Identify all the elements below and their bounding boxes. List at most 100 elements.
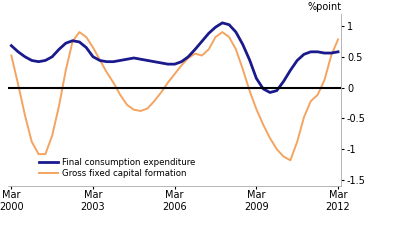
Gross fixed capital formation (186, 57, 191, 59)
Gross fixed capital formation (159, 91, 164, 94)
Final consumption expenditure (29, 59, 34, 62)
Gross fixed capital formation (335, 38, 340, 41)
Gross fixed capital formation (302, 116, 306, 118)
Gross fixed capital formation (213, 36, 218, 38)
Final consumption expenditure (97, 59, 102, 62)
Final consumption expenditure (281, 80, 286, 83)
Gross fixed capital formation (315, 94, 320, 96)
Gross fixed capital formation (261, 123, 266, 126)
Final consumption expenditure (247, 59, 252, 61)
Gross fixed capital formation (206, 48, 211, 51)
Final consumption expenditure (64, 42, 68, 44)
Final consumption expenditure (274, 89, 279, 92)
Gross fixed capital formation (57, 105, 62, 107)
Gross fixed capital formation (281, 155, 286, 158)
Final consumption expenditure (43, 59, 48, 62)
Final consumption expenditure (302, 53, 306, 56)
Final consumption expenditure (166, 63, 170, 66)
Gross fixed capital formation (125, 104, 129, 106)
Gross fixed capital formation (220, 31, 225, 33)
Gross fixed capital formation (233, 48, 238, 51)
Gross fixed capital formation (97, 59, 102, 61)
Final consumption expenditure (261, 87, 266, 90)
Gross fixed capital formation (274, 148, 279, 151)
Final consumption expenditure (295, 59, 300, 62)
Final consumption expenditure (329, 52, 333, 54)
Gross fixed capital formation (43, 153, 48, 155)
Gross fixed capital formation (322, 79, 327, 81)
Gross fixed capital formation (179, 64, 184, 67)
Final consumption expenditure (23, 55, 27, 58)
Gross fixed capital formation (295, 141, 300, 143)
Final consumption expenditure (104, 60, 109, 63)
Final consumption expenditure (145, 59, 150, 62)
Gross fixed capital formation (118, 94, 123, 96)
Final consumption expenditure (91, 55, 95, 58)
Gross fixed capital formation (166, 81, 170, 84)
Final consumption expenditure (254, 77, 259, 80)
Gross fixed capital formation (77, 31, 82, 33)
Gross fixed capital formation (70, 40, 75, 43)
Final consumption expenditure (268, 91, 272, 94)
Gross fixed capital formation (111, 81, 116, 84)
Final consumption expenditure (179, 60, 184, 63)
Final consumption expenditure (111, 60, 116, 63)
Gross fixed capital formation (23, 114, 27, 117)
Gross fixed capital formation (29, 141, 34, 143)
Final consumption expenditure (70, 39, 75, 42)
Gross fixed capital formation (131, 108, 136, 111)
Final consumption expenditure (206, 32, 211, 35)
Gross fixed capital formation (84, 36, 89, 38)
Gross fixed capital formation (16, 83, 21, 86)
Final consumption expenditure (16, 50, 21, 53)
Gross fixed capital formation (193, 52, 197, 55)
Final consumption expenditure (84, 46, 89, 49)
Gross fixed capital formation (268, 137, 272, 139)
Final consumption expenditure (57, 48, 62, 51)
Final consumption expenditure (288, 69, 293, 72)
Gross fixed capital formation (145, 107, 150, 110)
Text: %point: %point (307, 2, 341, 12)
Gross fixed capital formation (288, 159, 293, 162)
Final consumption expenditure (308, 50, 313, 53)
Gross fixed capital formation (308, 100, 313, 102)
Gross fixed capital formation (254, 108, 259, 111)
Final consumption expenditure (186, 55, 191, 58)
Line: Final consumption expenditure: Final consumption expenditure (12, 23, 338, 92)
Final consumption expenditure (50, 55, 54, 58)
Final consumption expenditure (138, 58, 143, 61)
Gross fixed capital formation (227, 36, 231, 38)
Gross fixed capital formation (36, 153, 41, 155)
Final consumption expenditure (36, 60, 41, 63)
Final consumption expenditure (322, 52, 327, 54)
Gross fixed capital formation (104, 71, 109, 74)
Gross fixed capital formation (9, 54, 14, 57)
Gross fixed capital formation (138, 110, 143, 112)
Gross fixed capital formation (152, 100, 157, 102)
Final consumption expenditure (233, 31, 238, 33)
Gross fixed capital formation (91, 46, 95, 49)
Gross fixed capital formation (200, 54, 204, 57)
Final consumption expenditure (220, 22, 225, 24)
Final consumption expenditure (125, 58, 129, 61)
Final consumption expenditure (213, 26, 218, 29)
Legend: Final consumption expenditure, Gross fixed capital formation: Final consumption expenditure, Gross fix… (39, 158, 196, 178)
Final consumption expenditure (227, 23, 231, 26)
Final consumption expenditure (118, 59, 123, 62)
Gross fixed capital formation (64, 69, 68, 72)
Final consumption expenditure (77, 41, 82, 43)
Final consumption expenditure (172, 63, 177, 66)
Gross fixed capital formation (247, 89, 252, 92)
Gross fixed capital formation (240, 68, 245, 70)
Line: Gross fixed capital formation: Gross fixed capital formation (12, 32, 338, 160)
Gross fixed capital formation (172, 73, 177, 75)
Final consumption expenditure (131, 57, 136, 59)
Gross fixed capital formation (50, 134, 54, 137)
Final consumption expenditure (9, 44, 14, 47)
Final consumption expenditure (193, 48, 197, 51)
Final consumption expenditure (159, 62, 164, 64)
Gross fixed capital formation (329, 54, 333, 57)
Final consumption expenditure (240, 43, 245, 46)
Final consumption expenditure (200, 40, 204, 43)
Final consumption expenditure (315, 50, 320, 53)
